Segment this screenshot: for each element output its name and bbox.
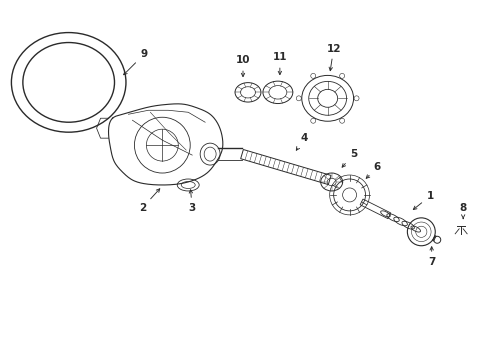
- Text: 10: 10: [236, 55, 250, 77]
- Text: 5: 5: [342, 149, 357, 167]
- Text: 12: 12: [326, 44, 341, 71]
- Text: 4: 4: [296, 134, 308, 150]
- Text: 3: 3: [189, 190, 196, 213]
- Text: 8: 8: [460, 203, 467, 219]
- Text: 7: 7: [428, 247, 435, 267]
- Text: 11: 11: [272, 53, 287, 75]
- Text: 9: 9: [123, 49, 147, 75]
- Text: 1: 1: [414, 191, 434, 210]
- Text: 6: 6: [366, 162, 381, 178]
- Text: 2: 2: [139, 189, 160, 213]
